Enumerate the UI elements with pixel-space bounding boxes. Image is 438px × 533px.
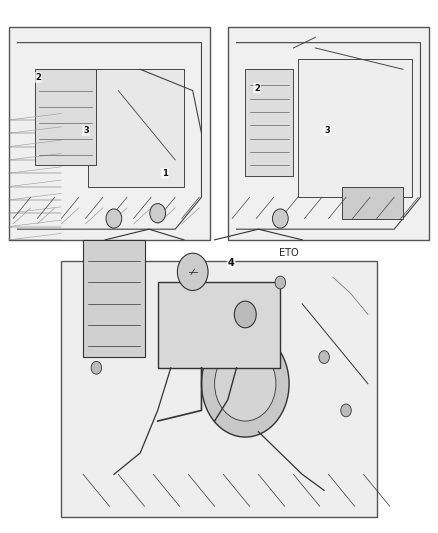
Text: 3: 3 bbox=[324, 126, 330, 135]
Bar bbox=[158, 282, 280, 368]
Bar bbox=[228, 27, 429, 240]
Bar bbox=[61, 261, 377, 517]
Text: 1: 1 bbox=[162, 169, 168, 178]
Text: 4: 4 bbox=[228, 259, 234, 269]
Text: 2: 2 bbox=[35, 73, 41, 82]
Bar bbox=[342, 187, 403, 219]
Text: ETO: ETO bbox=[279, 248, 299, 258]
Bar bbox=[9, 27, 210, 240]
Bar bbox=[83, 240, 145, 357]
Circle shape bbox=[215, 346, 276, 421]
Circle shape bbox=[177, 253, 208, 290]
Bar bbox=[298, 59, 412, 197]
Circle shape bbox=[201, 330, 289, 437]
Circle shape bbox=[272, 209, 288, 228]
Circle shape bbox=[106, 209, 122, 228]
Circle shape bbox=[275, 276, 286, 289]
Text: 3: 3 bbox=[83, 126, 89, 135]
Circle shape bbox=[91, 361, 102, 374]
Circle shape bbox=[234, 301, 256, 328]
Bar bbox=[245, 69, 293, 176]
Circle shape bbox=[150, 204, 166, 223]
Bar bbox=[35, 69, 96, 165]
Text: 2: 2 bbox=[254, 84, 260, 93]
Circle shape bbox=[341, 404, 351, 417]
Bar bbox=[88, 69, 184, 187]
Circle shape bbox=[319, 351, 329, 364]
